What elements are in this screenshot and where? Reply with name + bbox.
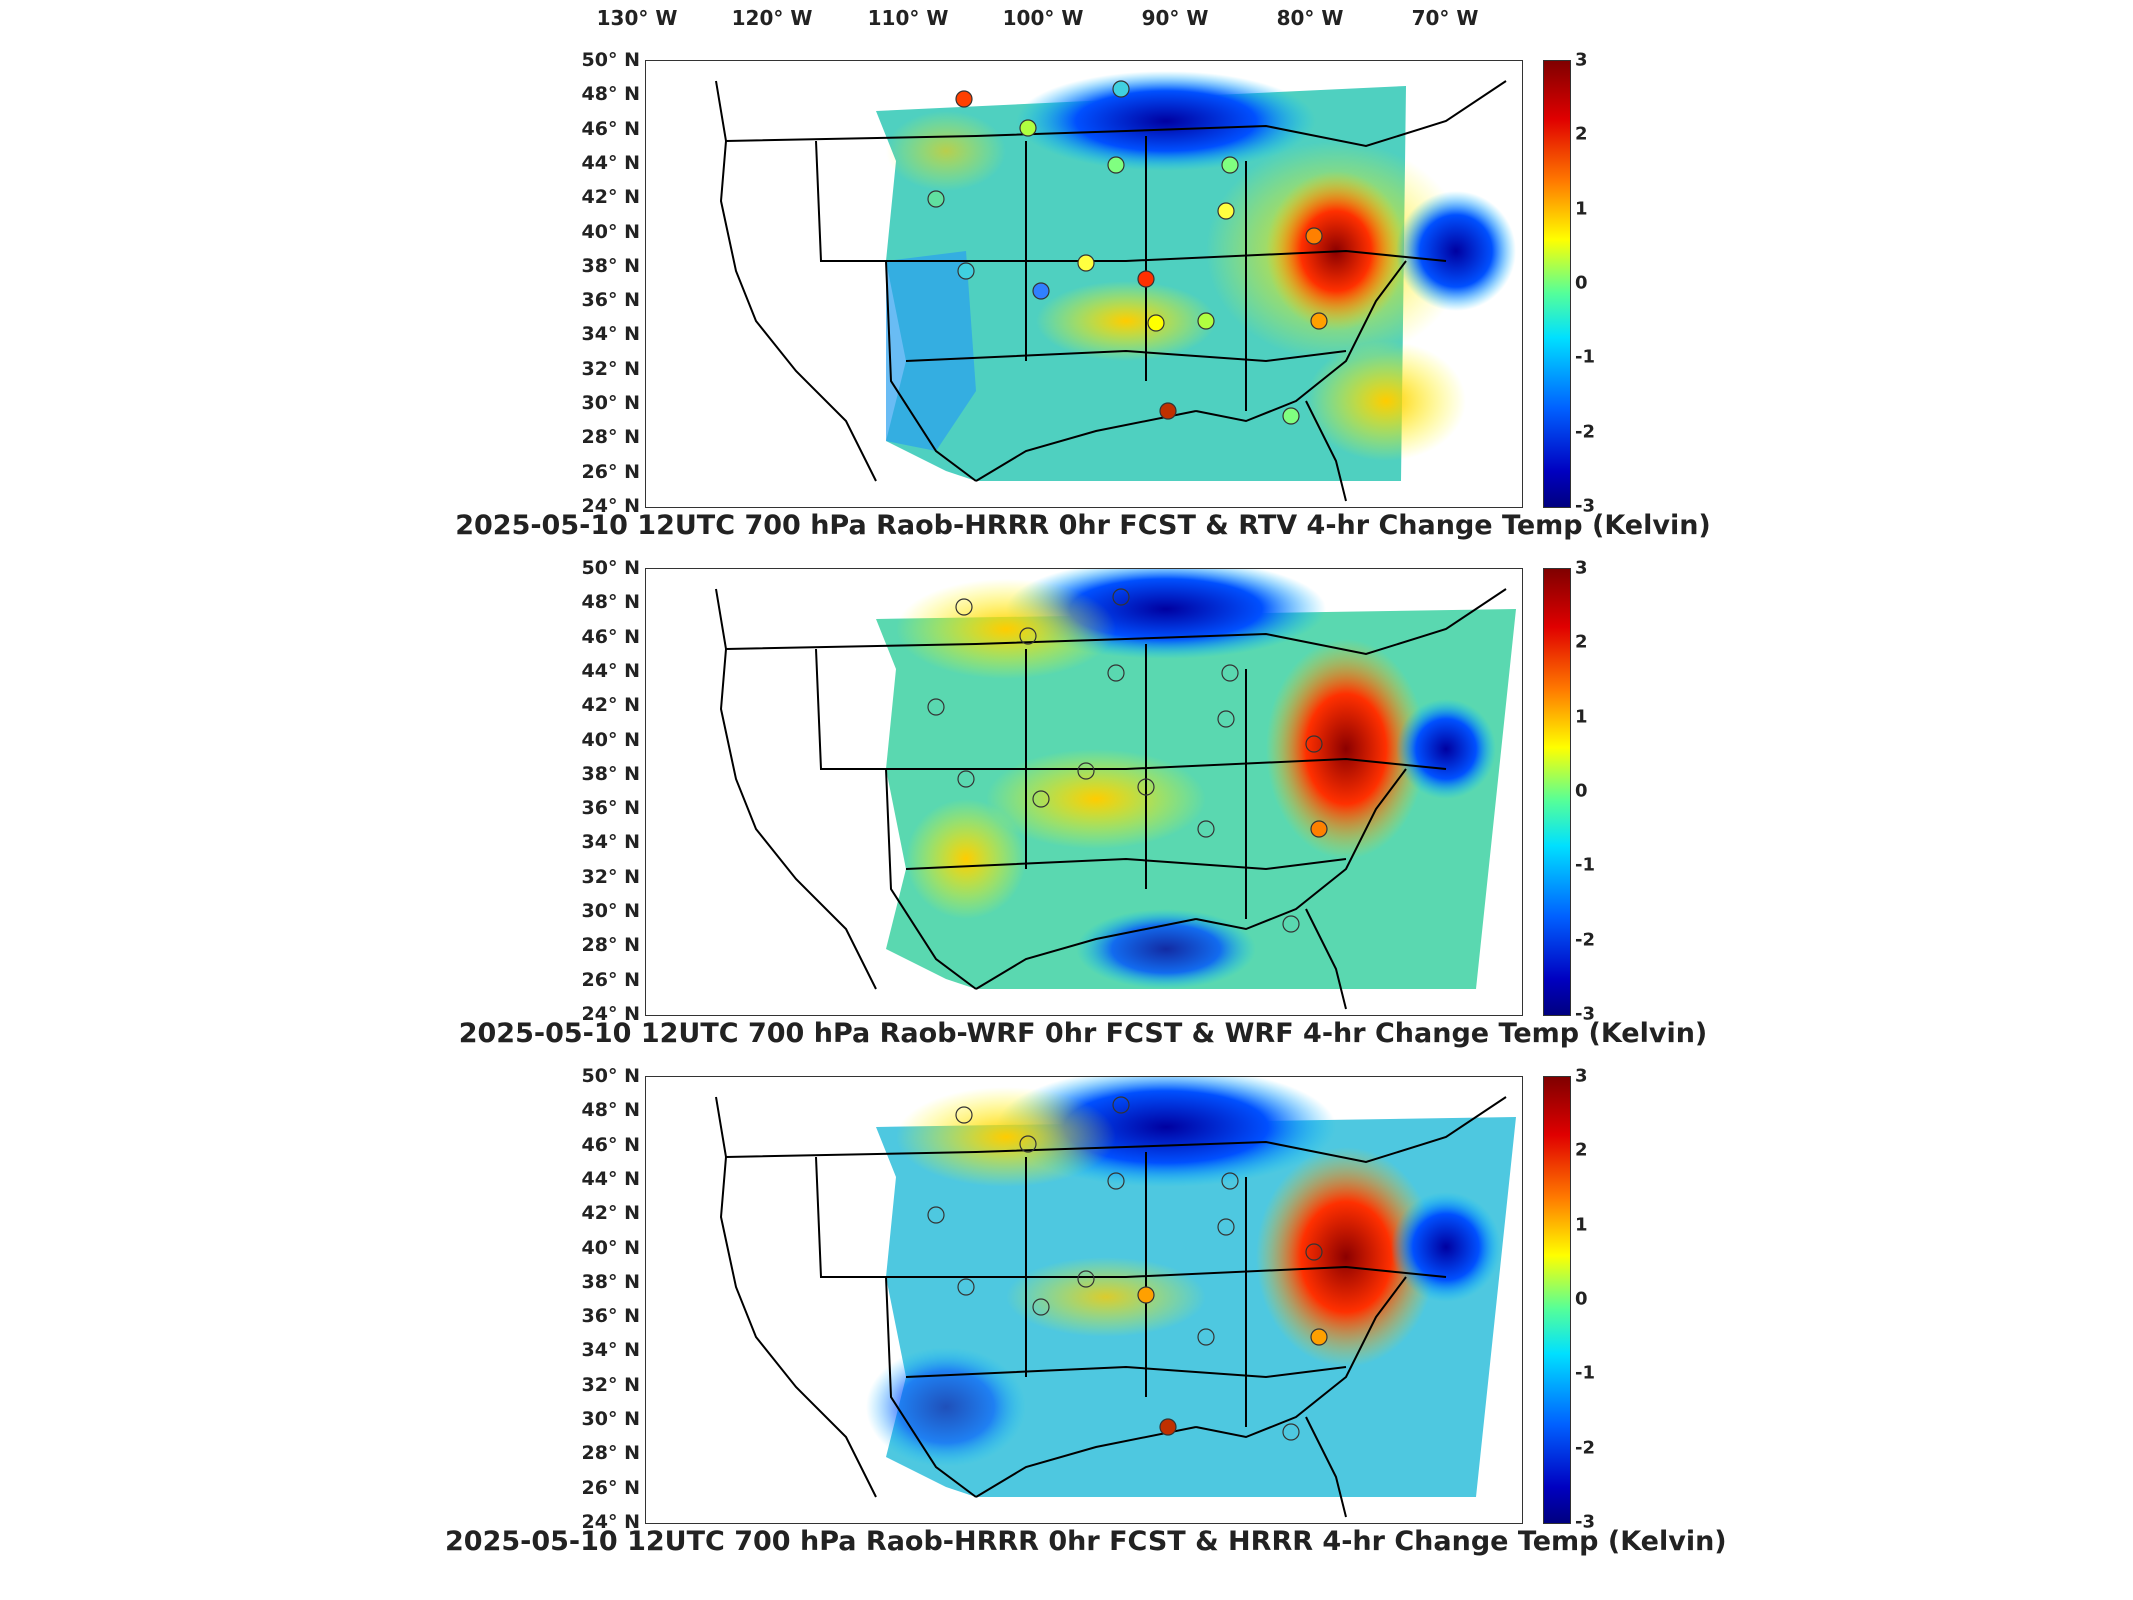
colorbar-tick-label: 1 bbox=[1575, 198, 1588, 220]
map-panel-wrf: 50° N 48° N 46° N 44° N 42° N 40° N 38° N 36° N… bbox=[0, 508, 2133, 1049]
lat-label: 34° N bbox=[581, 323, 640, 346]
colorbar-ticks: 3 2 1 0 -1 -2 -3 bbox=[1575, 1066, 1625, 1533]
colorbar-tick-label: -1 bbox=[1575, 854, 1595, 876]
lat-label: 50° N bbox=[581, 557, 640, 579]
colorbar bbox=[1543, 568, 1571, 1016]
lat-label: 30° N bbox=[581, 392, 640, 415]
lat-label: 36° N bbox=[581, 1305, 640, 1328]
colorbar-tick-label: 1 bbox=[1575, 706, 1588, 728]
colorbar-tick-label: 0 bbox=[1575, 272, 1588, 294]
colorbar-tick-label: -2 bbox=[1575, 929, 1595, 951]
colorbar-tick-label: -1 bbox=[1575, 346, 1595, 368]
colorbar bbox=[1543, 60, 1571, 508]
lat-label: 30° N bbox=[581, 900, 640, 923]
panel-title: 2025-05-10 12UTC 700 hPa Raob-WRF 0hr FC… bbox=[458, 1018, 1708, 1049]
colorbar-tick-label: 2 bbox=[1575, 123, 1588, 145]
lat-label: 50° N bbox=[581, 49, 640, 71]
latitude-axis: 50° N 48° N 46° N 44° N 42° N 40° N 38° N 36° N… bbox=[560, 49, 640, 517]
colorbar-tick-label: 3 bbox=[1575, 1065, 1588, 1087]
lat-label: 38° N bbox=[581, 1270, 640, 1293]
lon-label: 110° W bbox=[867, 6, 949, 30]
lat-label: 36° N bbox=[581, 797, 640, 820]
lat-label: 40° N bbox=[581, 1236, 640, 1259]
colorbar-tick-label: 3 bbox=[1575, 49, 1588, 71]
lon-label: 130° W bbox=[596, 6, 678, 30]
lat-label: 32° N bbox=[581, 357, 640, 380]
latitude-axis: 50° N 48° N 46° N 44° N 42° N 40° N 38° N 36° N… bbox=[560, 1065, 640, 1533]
colorbar-ticks: 3 2 1 0 -1 -2 -3 bbox=[1575, 50, 1625, 517]
panel-title: 2025-05-10 12UTC 700 hPa Raob-HRRR 0hr F… bbox=[445, 1526, 1727, 1557]
panel-title: 2025-05-10 12UTC 700 hPa Raob-HRRR 0hr F… bbox=[455, 510, 1711, 541]
lat-label: 26° N bbox=[581, 1476, 640, 1499]
longitude-axis: 130° W 120° W 110° W 100° W 90° W 80° W … bbox=[0, 0, 2133, 40]
colorbar-tick-label: 1 bbox=[1575, 1214, 1588, 1236]
colorbar-tick-label: -2 bbox=[1575, 1437, 1595, 1459]
lon-label: 100° W bbox=[1002, 6, 1084, 30]
colorbar-tick-label: -1 bbox=[1575, 1362, 1595, 1384]
map-graphic bbox=[715, 71, 1516, 502]
temperature-map bbox=[645, 1076, 1523, 1524]
map-panel-hrrr: 50° N 48° N 46° N 44° N 42° N 40° N 38° N 36° N… bbox=[0, 1016, 2133, 1557]
lat-label: 24° N bbox=[581, 1003, 640, 1025]
latitude-axis: 50° N 48° N 46° N 44° N 42° N 40° N 38° N 36° N… bbox=[560, 557, 640, 1025]
colorbar-tick-label: -3 bbox=[1575, 1511, 1595, 1533]
lat-label: 38° N bbox=[581, 762, 640, 785]
colorbar-tick-label: -3 bbox=[1575, 495, 1595, 517]
lat-label: 46° N bbox=[581, 625, 640, 648]
lat-label: 28° N bbox=[581, 934, 640, 957]
colorbar-tick-label: -3 bbox=[1575, 1003, 1595, 1025]
lon-label: 90° W bbox=[1141, 6, 1209, 30]
lat-label: 32° N bbox=[581, 865, 640, 888]
map-panel-rtv: 50° N 48° N 46° N 44° N 42° N 40° N 38° N 36° N… bbox=[0, 0, 2133, 541]
colorbar-tick-label: 0 bbox=[1575, 1288, 1588, 1310]
lat-label: 34° N bbox=[581, 1339, 640, 1362]
lat-label: 30° N bbox=[581, 1408, 640, 1431]
colorbar-tick-label: 0 bbox=[1575, 780, 1588, 802]
lat-label: 46° N bbox=[581, 117, 640, 140]
lat-label: 50° N bbox=[581, 1065, 640, 1087]
temperature-map bbox=[645, 60, 1523, 508]
lon-label: 70° W bbox=[1411, 6, 1479, 30]
lat-label: 48° N bbox=[581, 1099, 640, 1122]
lat-label: 40° N bbox=[581, 728, 640, 751]
colorbar bbox=[1543, 1076, 1571, 1524]
colorbar-ticks: 3 2 1 0 -1 -2 -3 bbox=[1575, 558, 1625, 1025]
map-graphic bbox=[715, 569, 1516, 1010]
lat-label: 28° N bbox=[581, 426, 640, 449]
temperature-map bbox=[645, 568, 1523, 1016]
lat-label: 44° N bbox=[581, 1167, 640, 1190]
lat-label: 42° N bbox=[581, 1202, 640, 1225]
lat-label: 44° N bbox=[581, 151, 640, 174]
lon-label: 120° W bbox=[731, 6, 813, 30]
lat-label: 46° N bbox=[581, 1133, 640, 1156]
lat-label: 38° N bbox=[581, 254, 640, 277]
colorbar-tick-label: 2 bbox=[1575, 631, 1588, 653]
colorbar-tick-label: 2 bbox=[1575, 1139, 1588, 1161]
lat-label: 24° N bbox=[581, 495, 640, 517]
lat-label: 24° N bbox=[581, 1511, 640, 1533]
lat-label: 42° N bbox=[581, 186, 640, 209]
lat-label: 26° N bbox=[581, 460, 640, 483]
lon-label: 80° W bbox=[1276, 6, 1344, 30]
colorbar-tick-label: -2 bbox=[1575, 421, 1595, 443]
map-graphic bbox=[715, 1077, 1516, 1518]
lat-label: 48° N bbox=[581, 83, 640, 106]
lat-label: 42° N bbox=[581, 694, 640, 717]
lat-label: 26° N bbox=[581, 968, 640, 991]
lat-label: 44° N bbox=[581, 659, 640, 682]
lat-label: 34° N bbox=[581, 831, 640, 854]
lat-label: 28° N bbox=[581, 1442, 640, 1465]
colorbar-tick-label: 3 bbox=[1575, 557, 1588, 579]
lat-label: 36° N bbox=[581, 289, 640, 312]
lat-label: 32° N bbox=[581, 1373, 640, 1396]
lat-label: 40° N bbox=[581, 220, 640, 243]
lat-label: 48° N bbox=[581, 591, 640, 614]
